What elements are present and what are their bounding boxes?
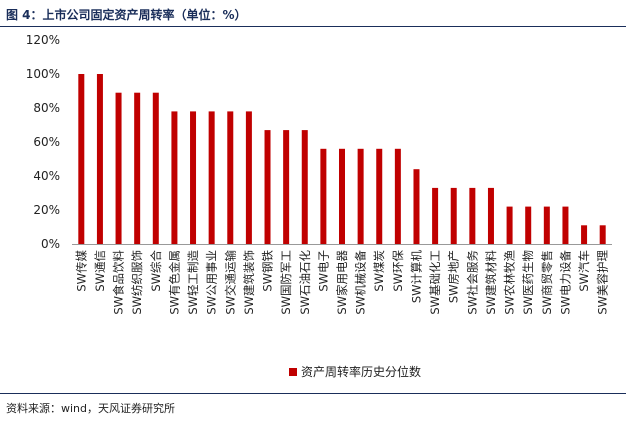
x-category-label: SW基础化工: [428, 250, 442, 315]
x-category-label: SW社会服务: [465, 250, 479, 315]
bar: [376, 148, 383, 244]
bar: [450, 187, 457, 244]
legend: 资产周转率历史分位数: [289, 364, 421, 379]
x-category-label: SW纺织服饰: [130, 250, 144, 315]
bar: [208, 111, 215, 245]
bar: [562, 206, 569, 244]
x-category-label: SW建筑装饰: [242, 250, 256, 315]
y-tick-label: 0%: [41, 237, 60, 251]
x-category-label: SW传媒: [74, 250, 88, 292]
source-note: 资料来源：wind，天风证券研究所: [6, 402, 176, 415]
x-category-label: SW电子: [316, 250, 330, 292]
bar: [301, 130, 308, 244]
x-category-label: SW国防军工: [279, 250, 293, 315]
chart-title: 图 4：上市公司固定资产周转率（单位：%）: [6, 8, 247, 22]
bar: [432, 187, 439, 244]
bar: [525, 206, 532, 244]
x-category-label: SW食品饮料: [112, 250, 126, 315]
x-category-label: SW家用电器: [335, 250, 349, 315]
footer-rule: [0, 393, 626, 394]
y-tick-label: 100%: [26, 67, 60, 81]
x-category-label: SW商贸零售: [540, 250, 554, 315]
bar: [357, 148, 364, 244]
bar: [339, 148, 345, 244]
x-category-label: SW环保: [391, 250, 405, 292]
x-category-label: SW轻工制造: [186, 250, 200, 315]
y-tick-label: 80%: [33, 101, 60, 115]
x-category-label: SW建筑材料: [484, 250, 498, 315]
x-category-label: SW汽车: [577, 250, 591, 292]
x-category-label: SW房地产: [447, 250, 461, 303]
bar: [190, 111, 197, 245]
x-category-label: SW通信: [93, 250, 107, 292]
y-tick-label: 120%: [26, 33, 60, 47]
x-category-label: SW机械设备: [354, 250, 368, 315]
bar: [245, 111, 252, 245]
y-tick-label: 60%: [33, 135, 60, 149]
x-category-label: SW有色金属: [167, 250, 181, 315]
bar: [134, 92, 141, 244]
x-category-label: SW美容护理: [596, 250, 610, 315]
x-category-label: SW石油石化: [298, 250, 312, 315]
legend-label: 资产周转率历史分位数: [301, 364, 421, 379]
bar: [487, 187, 494, 244]
x-axis: SW传媒 SW通信 SW食品饮料 SW纺织服饰 SW综合 SW有色金属 SW轻工制造 SW公用…: [72, 244, 612, 315]
x-category-label: SW计算机: [409, 250, 423, 304]
x-category-label: SW煤炭: [372, 250, 386, 292]
bar: [171, 111, 178, 245]
bars-group: [78, 74, 606, 245]
bar: [283, 130, 290, 244]
x-category-label: SW农林牧渔: [503, 250, 517, 315]
x-category-label: SW交通运输: [223, 250, 237, 315]
bar: [264, 130, 271, 244]
bar: [115, 92, 122, 244]
bar: [413, 169, 420, 244]
bar: [506, 206, 513, 244]
bar: [394, 148, 401, 244]
bar: [152, 92, 159, 244]
x-category-label: SW钢铁: [261, 250, 275, 292]
x-category-label: SW公用事业: [205, 250, 219, 315]
x-category-label: SW综合: [149, 250, 163, 292]
bar: [227, 111, 234, 245]
x-category-label: SW医药生物: [521, 250, 535, 315]
bar: [320, 148, 327, 244]
bar: [469, 187, 476, 244]
bar: [96, 74, 103, 244]
y-axis: 0% 20% 40% 60% 80% 100% 120%: [26, 33, 60, 251]
bar: [78, 74, 85, 244]
bar: [599, 225, 606, 244]
bar: [543, 206, 550, 244]
y-tick-label: 40%: [33, 169, 60, 183]
x-category-label: SW电力设备: [558, 250, 572, 315]
bar: [581, 225, 588, 244]
y-tick-label: 20%: [33, 203, 60, 217]
title-rule: [0, 26, 626, 27]
legend-swatch: [289, 368, 297, 376]
